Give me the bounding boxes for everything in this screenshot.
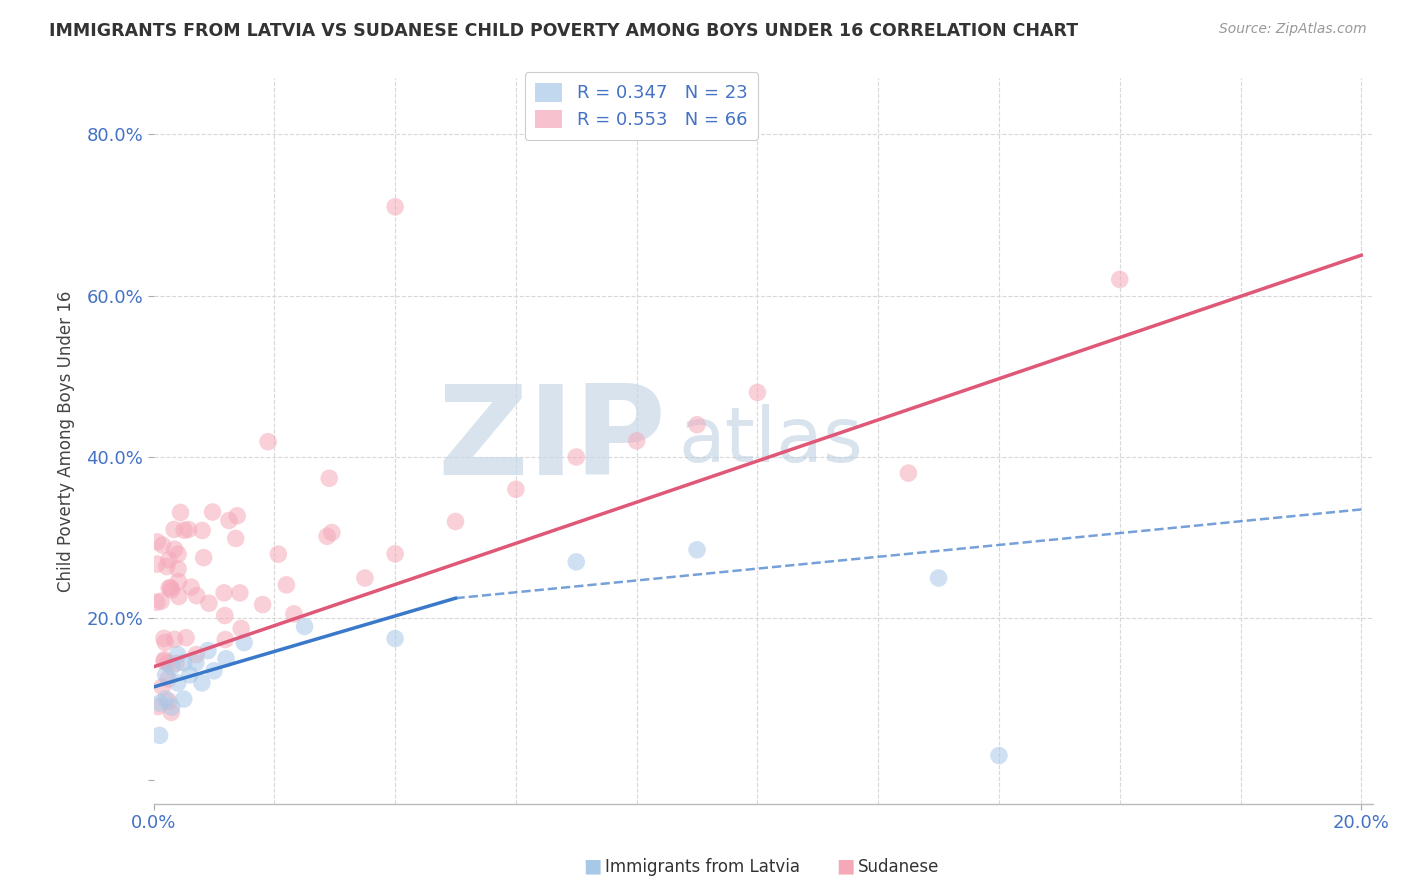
Point xyxy=(149,696,172,710)
Point xyxy=(152,538,174,552)
Point xyxy=(160,706,183,720)
Point xyxy=(214,632,236,647)
Point xyxy=(163,632,186,647)
Point xyxy=(160,660,183,674)
Point xyxy=(384,547,406,561)
Point xyxy=(626,434,648,448)
Text: ZIP: ZIP xyxy=(437,380,666,501)
Point xyxy=(167,590,190,604)
Point xyxy=(252,598,274,612)
Point xyxy=(180,580,202,594)
Point xyxy=(156,559,179,574)
Point xyxy=(897,466,920,480)
Point xyxy=(215,651,238,665)
Point xyxy=(153,653,176,667)
Text: ■: ■ xyxy=(837,857,855,876)
Point xyxy=(146,534,169,549)
Point xyxy=(155,692,177,706)
Point xyxy=(191,524,214,538)
Point xyxy=(186,648,208,662)
Text: Source: ZipAtlas.com: Source: ZipAtlas.com xyxy=(1219,22,1367,37)
Point xyxy=(565,555,588,569)
Point xyxy=(283,607,305,621)
Point xyxy=(174,631,197,645)
Point xyxy=(505,482,527,496)
Point xyxy=(321,525,343,540)
Point xyxy=(160,582,183,597)
Point xyxy=(173,523,195,537)
Text: ■: ■ xyxy=(583,857,602,876)
Point xyxy=(153,632,176,646)
Point xyxy=(197,643,219,657)
Y-axis label: Child Poverty Among Boys Under 16: Child Poverty Among Boys Under 16 xyxy=(58,290,75,591)
Legend: R = 0.347   N = 23, R = 0.553   N = 66: R = 0.347 N = 23, R = 0.553 N = 66 xyxy=(524,72,758,140)
Point xyxy=(384,200,406,214)
Point xyxy=(173,692,195,706)
Point xyxy=(159,581,181,595)
Point xyxy=(163,542,186,557)
Point xyxy=(145,595,167,609)
Point xyxy=(229,586,252,600)
Point xyxy=(294,619,316,633)
Point xyxy=(686,542,709,557)
Point xyxy=(565,450,588,464)
Point xyxy=(149,728,172,742)
Point xyxy=(166,676,188,690)
Point xyxy=(318,471,340,485)
Point xyxy=(166,648,188,662)
Point xyxy=(153,635,176,649)
Point xyxy=(214,608,236,623)
Point xyxy=(233,635,256,649)
Point xyxy=(226,508,249,523)
Point xyxy=(163,523,186,537)
Point xyxy=(191,676,214,690)
Point xyxy=(167,574,190,589)
Point xyxy=(928,571,950,585)
Point xyxy=(198,596,221,610)
Point xyxy=(212,586,235,600)
Point xyxy=(160,700,183,714)
Point xyxy=(150,594,173,608)
Point xyxy=(157,553,180,567)
Point xyxy=(202,664,225,678)
Text: Sudanese: Sudanese xyxy=(858,858,939,876)
Point xyxy=(316,529,339,543)
Point xyxy=(747,385,769,400)
Point xyxy=(354,571,377,585)
Text: atlas: atlas xyxy=(678,404,863,478)
Point xyxy=(186,589,208,603)
Point xyxy=(146,557,169,571)
Point xyxy=(218,514,240,528)
Point xyxy=(1108,272,1130,286)
Point xyxy=(165,657,187,671)
Point xyxy=(169,506,191,520)
Point xyxy=(988,748,1011,763)
Point xyxy=(267,547,290,561)
Text: IMMIGRANTS FROM LATVIA VS SUDANESE CHILD POVERTY AMONG BOYS UNDER 16 CORRELATION: IMMIGRANTS FROM LATVIA VS SUDANESE CHILD… xyxy=(49,22,1078,40)
Point xyxy=(276,578,298,592)
Point xyxy=(184,656,207,670)
Point xyxy=(167,562,190,576)
Point xyxy=(157,581,180,595)
Point xyxy=(156,656,179,670)
Point xyxy=(179,668,201,682)
Point xyxy=(167,547,190,561)
Point xyxy=(257,434,280,449)
Point xyxy=(384,632,406,646)
Point xyxy=(173,656,195,670)
Point xyxy=(231,622,253,636)
Point xyxy=(193,550,215,565)
Point xyxy=(155,668,177,682)
Point xyxy=(686,417,709,432)
Point xyxy=(225,532,247,546)
Point xyxy=(444,515,467,529)
Text: Immigrants from Latvia: Immigrants from Latvia xyxy=(605,858,800,876)
Point xyxy=(157,694,180,708)
Point xyxy=(177,523,200,537)
Point xyxy=(157,672,180,686)
Point xyxy=(153,654,176,668)
Point xyxy=(146,699,169,714)
Point xyxy=(150,680,173,694)
Point xyxy=(201,505,224,519)
